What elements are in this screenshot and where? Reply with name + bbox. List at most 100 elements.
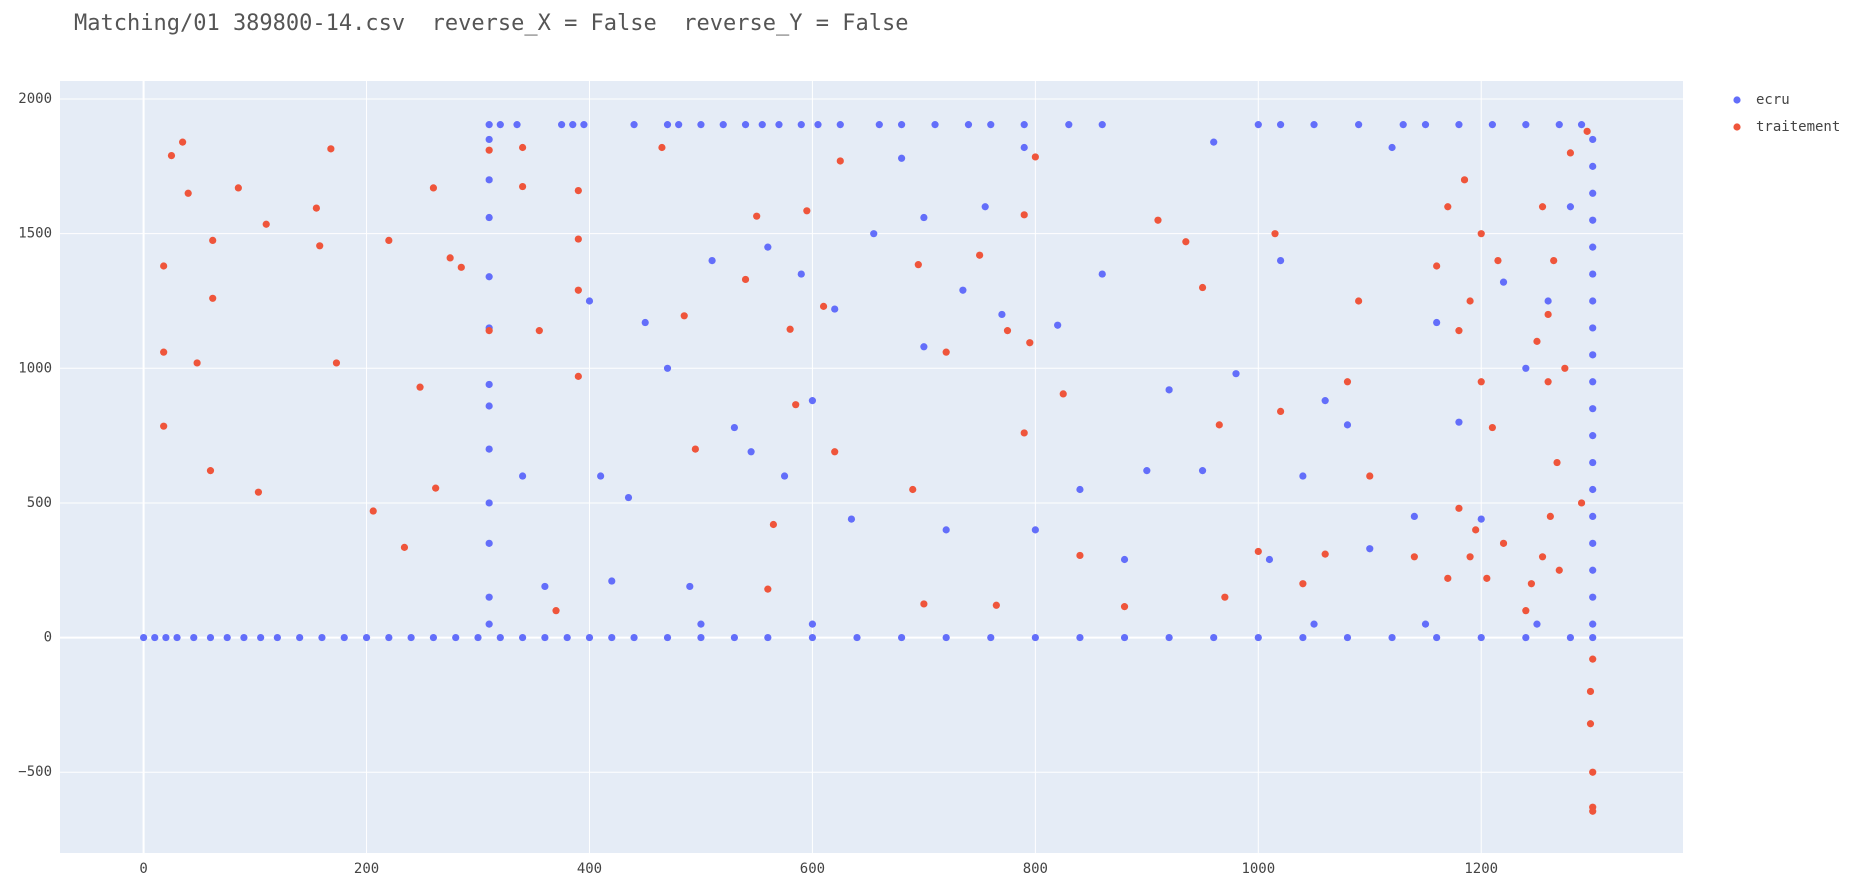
- data-point: [897, 121, 906, 129]
- data-point: [1577, 121, 1586, 129]
- data-point: [485, 620, 493, 628]
- data-point: [206, 467, 215, 475]
- data-point: [1343, 421, 1352, 429]
- data-point: [1444, 574, 1452, 582]
- data-point: [1355, 297, 1363, 305]
- data-point: [808, 620, 817, 628]
- data-point: [1589, 351, 1597, 359]
- data-point: [1589, 189, 1597, 197]
- data-point: [1477, 378, 1485, 386]
- data-point: [1276, 121, 1285, 129]
- legend-marker[interactable]: [1733, 123, 1741, 131]
- y-tick-label: 0: [44, 630, 52, 646]
- data-point: [563, 633, 571, 642]
- data-point: [608, 577, 616, 585]
- y-tick-label: −500: [18, 764, 52, 780]
- data-point: [257, 633, 265, 642]
- data-point: [262, 220, 270, 228]
- x-tick-label: 200: [354, 861, 379, 877]
- data-point: [797, 121, 805, 129]
- data-point: [485, 499, 493, 507]
- data-point: [1522, 633, 1530, 642]
- data-point: [179, 138, 187, 146]
- data-point: [897, 633, 906, 642]
- data-point: [764, 585, 772, 593]
- data-point: [485, 176, 493, 184]
- data-point: [831, 448, 839, 456]
- legend-marker[interactable]: [1733, 96, 1741, 104]
- data-point: [987, 121, 995, 129]
- data-point: [580, 121, 588, 129]
- data-point: [1254, 547, 1262, 556]
- data-point: [1098, 121, 1106, 129]
- data-point: [1098, 270, 1106, 278]
- data-point: [1026, 339, 1034, 347]
- data-point: [513, 121, 521, 129]
- data-point: [675, 121, 683, 129]
- data-point: [541, 633, 549, 642]
- data-point: [691, 445, 699, 453]
- data-point: [1433, 318, 1441, 327]
- plot-background: [60, 81, 1683, 853]
- data-point: [1076, 485, 1084, 494]
- data-point: [1020, 143, 1028, 152]
- data-point: [1366, 472, 1374, 480]
- data-point: [630, 633, 638, 642]
- data-point: [1586, 720, 1595, 728]
- data-point: [1165, 633, 1173, 642]
- data-point: [1589, 324, 1597, 332]
- data-point: [1343, 633, 1352, 642]
- data-point: [1589, 162, 1597, 170]
- data-point: [296, 633, 304, 642]
- data-point: [1410, 512, 1418, 521]
- data-point: [1276, 257, 1285, 265]
- data-point: [1550, 257, 1558, 265]
- data-point: [1120, 633, 1129, 642]
- data-point: [920, 343, 928, 351]
- data-point: [496, 633, 504, 642]
- data-point: [1355, 121, 1363, 129]
- legend-label[interactable]: traitement: [1756, 119, 1840, 135]
- data-point: [697, 633, 705, 642]
- data-point: [942, 526, 950, 534]
- data-point: [209, 294, 217, 302]
- data-point: [485, 213, 493, 222]
- data-point: [1271, 230, 1279, 238]
- data-point: [485, 402, 493, 410]
- data-point: [747, 448, 755, 456]
- x-tick-label: 800: [1023, 861, 1048, 877]
- legend-label[interactable]: ecru: [1756, 92, 1790, 108]
- data-point: [1120, 555, 1129, 564]
- data-point: [385, 633, 393, 642]
- data-point: [1433, 262, 1441, 270]
- data-point: [624, 493, 633, 502]
- data-point: [340, 633, 348, 642]
- data-point: [1538, 203, 1547, 211]
- data-point: [1589, 807, 1597, 815]
- data-point: [1483, 574, 1491, 582]
- data-point: [485, 327, 493, 335]
- data-point: [1477, 515, 1485, 523]
- data-point: [920, 600, 928, 608]
- data-point: [1499, 539, 1508, 547]
- data-point: [1589, 135, 1597, 144]
- data-point: [518, 633, 527, 642]
- data-point: [814, 121, 822, 129]
- data-point: [1589, 458, 1597, 467]
- data-point: [1031, 153, 1039, 161]
- data-point: [1589, 485, 1597, 494]
- data-point: [942, 633, 950, 642]
- data-point: [1488, 423, 1496, 432]
- data-point: [697, 121, 705, 129]
- data-point: [485, 380, 493, 389]
- data-point: [1522, 364, 1530, 372]
- data-point: [808, 633, 817, 642]
- data-point: [1059, 390, 1067, 398]
- data-point: [452, 633, 460, 642]
- data-point: [1499, 278, 1508, 286]
- data-point: [981, 203, 989, 211]
- data-point: [535, 327, 543, 335]
- data-point: [1310, 121, 1318, 129]
- data-point: [875, 121, 883, 129]
- data-point: [1555, 566, 1563, 574]
